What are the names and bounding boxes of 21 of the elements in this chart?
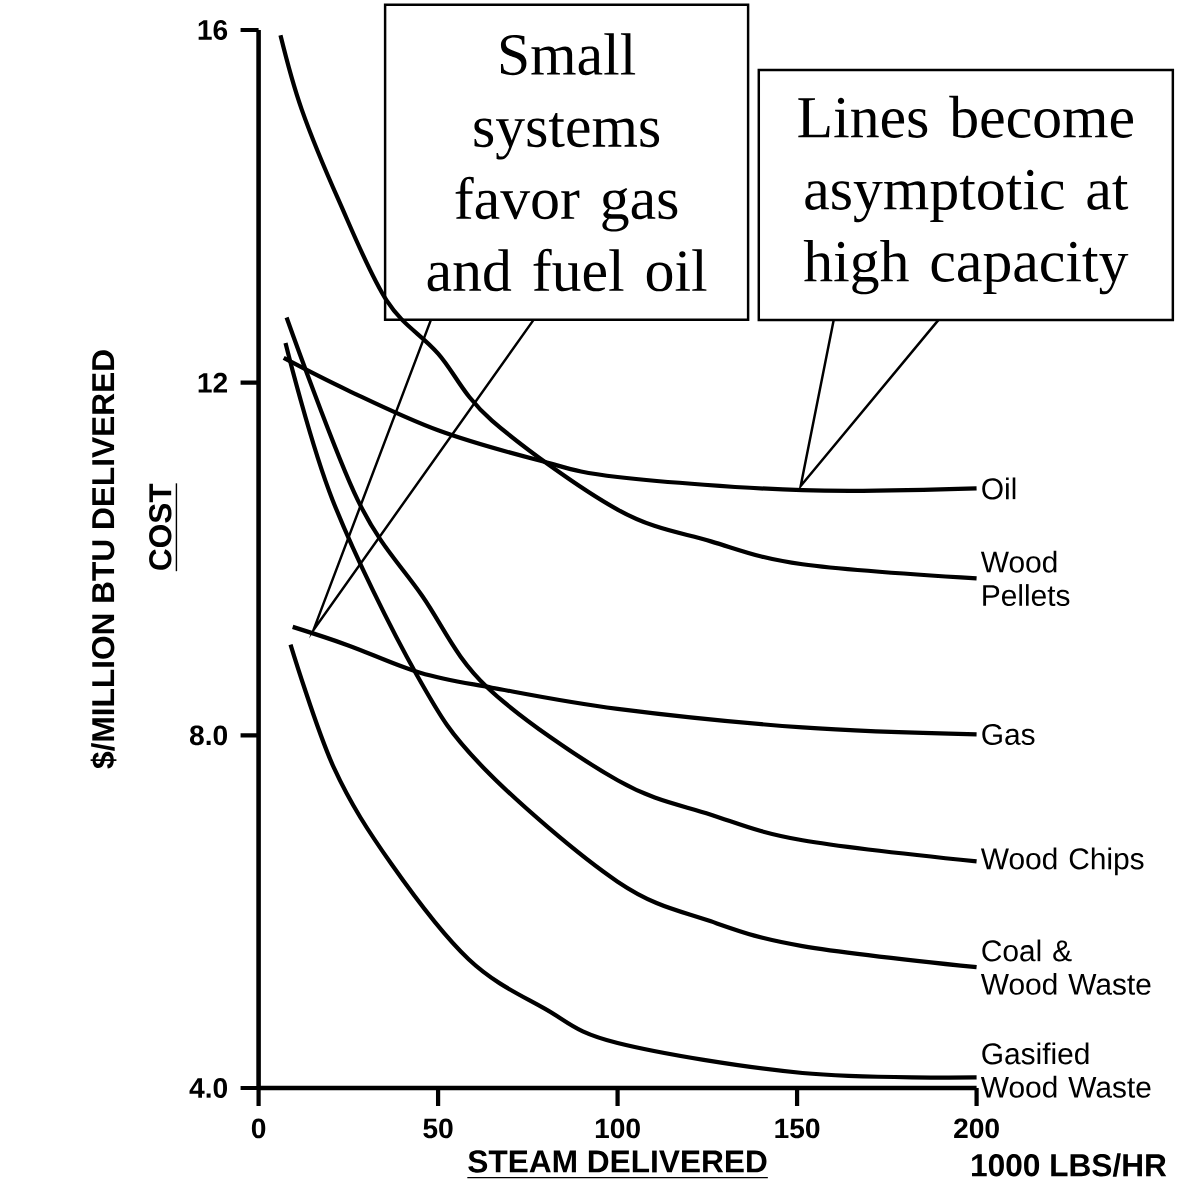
series-label: Wood Chips: [981, 847, 1144, 876]
series-label: Wood Pellets: [981, 550, 1070, 607]
series-label: Oil: [982, 477, 1016, 500]
series-label: Gasified Wood Waste: [981, 1042, 1151, 1098]
text: 1000 LBS/HR: [972, 1153, 1167, 1177]
y-tick-label: 16: [198, 20, 228, 40]
x-tick-label: 0: [252, 1118, 266, 1139]
x-tick-label: 50: [423, 1118, 453, 1139]
annotation: Small systems favor gas and fuel oil: [427, 33, 707, 292]
y-tick-label: 4.0: [189, 1078, 228, 1098]
y-tick-label: 12: [198, 372, 228, 393]
series-label: Gas: [982, 723, 1035, 746]
text: COST: [149, 483, 172, 570]
y-axis-title: $/MILLION BTU DELIVERED: [90, 350, 117, 769]
x-tick-label: 100: [596, 1118, 641, 1139]
x-tick-label: 150: [775, 1118, 820, 1139]
x-axis-title: STEAM DELIVERED: [468, 1150, 767, 1173]
annotation: Lines become asymptotic at high capacity: [798, 95, 1134, 295]
x-tick-label: 200: [954, 1118, 1000, 1139]
series-label: Coal & Wood Waste: [981, 939, 1151, 995]
y-tick-label: 8.0: [190, 725, 228, 746]
